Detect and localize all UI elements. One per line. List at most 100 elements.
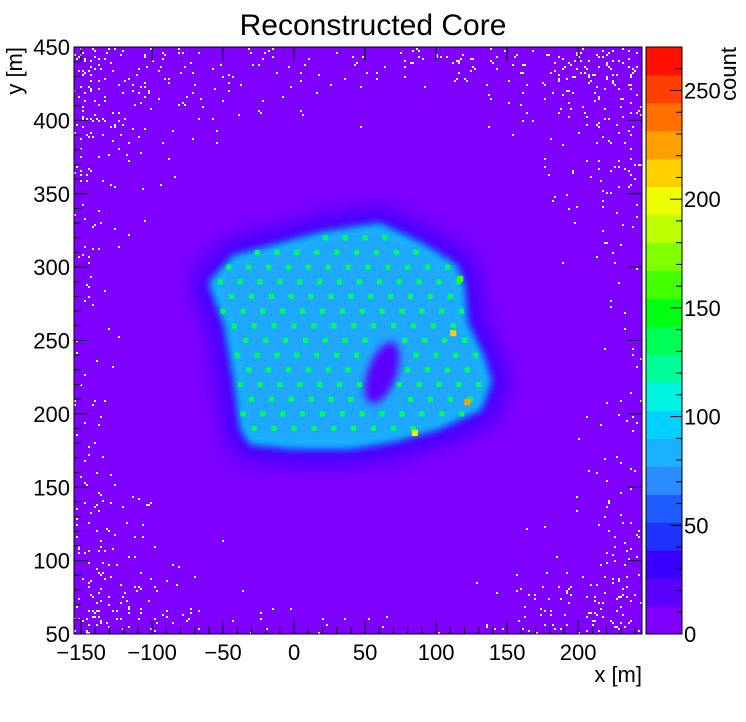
z-tick-label: 100 — [684, 405, 721, 430]
detector-dot — [322, 338, 328, 343]
detector-dot — [297, 279, 303, 285]
detector-grid — [217, 235, 482, 432]
detector-dot — [325, 367, 331, 373]
detector-dot — [464, 367, 470, 373]
palette-bin — [646, 242, 682, 272]
detector-dot — [240, 411, 246, 417]
detector-dot — [246, 367, 252, 373]
palette-bin — [646, 550, 682, 579]
y-tick-label: 250 — [33, 329, 70, 354]
detector-dot — [354, 352, 360, 358]
palette-bin — [646, 606, 682, 635]
detector-dot — [345, 367, 351, 373]
chart-title: Reconstructed Core — [240, 9, 507, 42]
detector-dot — [362, 338, 368, 343]
detector-dot — [410, 323, 416, 329]
palette-bin — [646, 326, 682, 355]
detector-dot — [456, 382, 462, 388]
z-tick-label: 0 — [684, 622, 696, 647]
detector-dot — [322, 235, 328, 241]
detector-dot — [459, 411, 465, 417]
palette-bin — [646, 270, 682, 300]
palette-bin — [646, 214, 682, 244]
detector-dot — [399, 308, 405, 314]
y-axis-label: y [m] — [2, 47, 27, 95]
detector-dot — [302, 338, 308, 343]
detector-dot — [251, 323, 257, 329]
detector-dot — [246, 264, 252, 270]
detector-dot — [379, 308, 385, 314]
x-tick-label: 150 — [489, 640, 526, 665]
detector-dot — [294, 249, 300, 255]
detector-dot — [413, 249, 419, 255]
detector-dot — [447, 293, 453, 299]
footprint-hole — [364, 342, 400, 404]
y-tick-label: 450 — [33, 35, 70, 60]
detector-dot — [408, 293, 414, 299]
detector-dot — [391, 323, 396, 329]
detector-dot — [229, 293, 235, 299]
detector-dot — [334, 352, 340, 358]
detector-dot — [393, 249, 399, 255]
x-tick-label: −100 — [127, 640, 177, 665]
detector-dot — [351, 323, 357, 329]
y-tick-label: 200 — [33, 402, 70, 427]
detector-dot — [371, 426, 377, 432]
detector-dot — [243, 338, 249, 343]
palette-bin — [646, 466, 682, 495]
palette-bin — [646, 382, 682, 411]
plot-area — [74, 47, 642, 634]
detector-dot — [285, 367, 291, 373]
detector-dot — [379, 411, 385, 417]
palette-bin — [646, 158, 682, 188]
detector-dot — [311, 323, 317, 329]
detector-dot — [410, 426, 416, 432]
x-tick-label: −50 — [204, 640, 241, 665]
detector-dot — [308, 293, 314, 299]
detector-dot — [408, 396, 414, 402]
x-tick-label: −150 — [56, 640, 106, 665]
detector-dot — [396, 279, 402, 285]
y-tick-label: 150 — [33, 475, 70, 500]
detector-dot — [436, 382, 442, 388]
detector-dot — [291, 426, 297, 432]
detector-dot — [314, 352, 320, 358]
detector-dot — [337, 382, 343, 388]
detector-dot — [430, 323, 436, 329]
detector-dot — [274, 352, 280, 358]
detector-dot — [342, 338, 348, 343]
detector-dot — [300, 308, 306, 314]
detector-dot — [249, 293, 254, 299]
palette-frame — [645, 46, 683, 635]
detector-dot — [277, 382, 283, 388]
detector-dot — [226, 264, 232, 270]
detector-dot — [399, 411, 405, 417]
detector-dot — [476, 382, 482, 388]
detector-dot — [422, 338, 428, 343]
detector-dot — [266, 264, 272, 270]
detector-dot — [249, 396, 254, 402]
x-tick-label: 50 — [353, 640, 377, 665]
detector-dot — [439, 411, 445, 417]
palette-bin — [646, 130, 682, 160]
detector-dot — [263, 338, 269, 343]
hot-spot — [457, 275, 464, 282]
detector-dot — [439, 308, 445, 314]
y-tick-label: 300 — [33, 255, 70, 280]
detector-dot — [345, 264, 351, 270]
detector-dot — [240, 308, 246, 314]
palette-bin — [646, 354, 682, 383]
detector-dot — [331, 323, 337, 329]
palette-bin — [646, 74, 682, 104]
detector-dot — [254, 249, 260, 255]
detector-dot — [351, 426, 357, 432]
detector-dot — [447, 396, 453, 402]
detector-dot — [280, 308, 286, 314]
detector-dot — [419, 308, 425, 314]
hot-spot — [411, 429, 418, 436]
detector-dot — [297, 382, 303, 388]
detector-dot — [325, 264, 331, 270]
detector-dot — [405, 367, 411, 373]
detector-dot — [339, 308, 345, 314]
detector-dot — [385, 264, 391, 270]
